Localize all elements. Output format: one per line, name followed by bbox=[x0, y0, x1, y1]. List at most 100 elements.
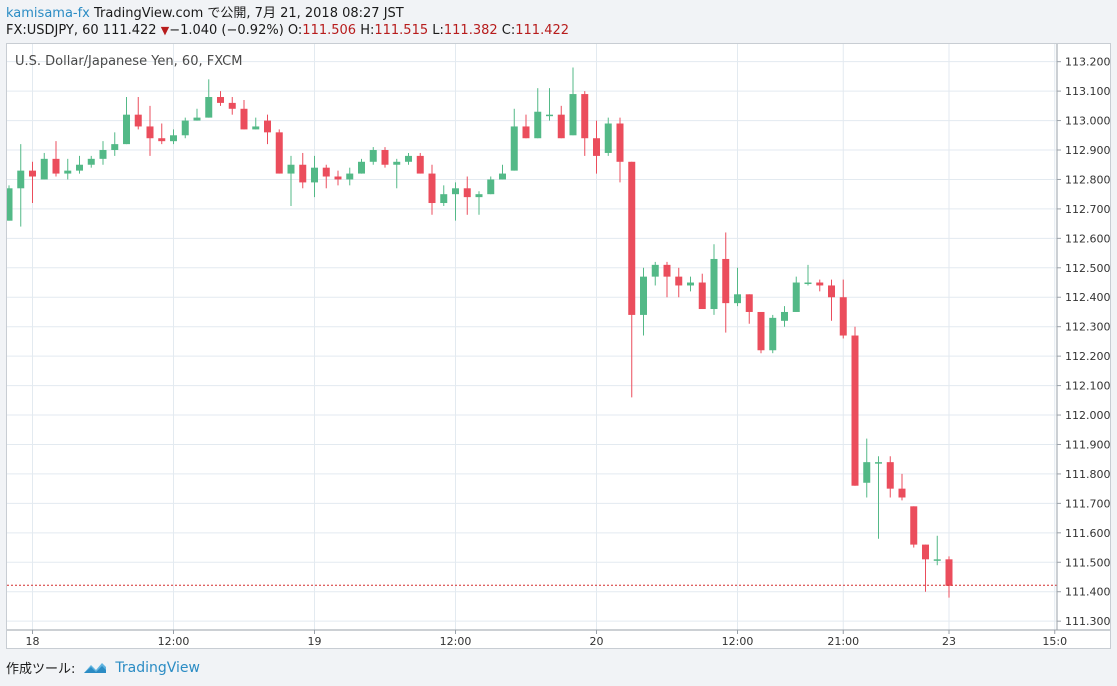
price-tick-label: 112.000 bbox=[1065, 409, 1110, 422]
candle bbox=[792, 276, 800, 312]
price-tick-label: 111.500 bbox=[1065, 556, 1110, 569]
candle bbox=[851, 326, 859, 486]
candle bbox=[428, 164, 436, 215]
candle-body bbox=[123, 114, 130, 145]
candle bbox=[875, 456, 882, 539]
footer: 作成ツール: TradingView bbox=[6, 658, 200, 678]
candle bbox=[593, 120, 600, 174]
candle bbox=[158, 123, 166, 145]
candle bbox=[264, 114, 271, 145]
candle bbox=[7, 185, 13, 221]
candle bbox=[228, 97, 236, 115]
candle-body bbox=[722, 258, 730, 304]
candle-body bbox=[546, 114, 553, 117]
candle bbox=[322, 164, 330, 189]
candle bbox=[334, 170, 342, 186]
candle-body bbox=[604, 123, 612, 153]
candle-body bbox=[734, 294, 741, 304]
price-tick-label: 111.600 bbox=[1065, 527, 1110, 540]
publish-line: kamisama-fx TradingView.com で公開, 7月 21, … bbox=[6, 5, 404, 22]
candle-body bbox=[487, 179, 495, 195]
time-tick-label: 12:00 bbox=[158, 635, 190, 648]
candle bbox=[687, 276, 694, 292]
candle-body bbox=[7, 188, 13, 221]
candlestick-chart[interactable]: 113.200 113.100 113.000 112.900 112.800 112.7… bbox=[7, 44, 1110, 648]
candle-body bbox=[910, 506, 918, 545]
candle-body bbox=[640, 276, 647, 315]
price-change: −1.040 (−0.92%) bbox=[169, 23, 284, 38]
chart-panel[interactable]: 113.200 113.100 113.000 112.900 112.800 112.7… bbox=[6, 43, 1111, 649]
candle bbox=[463, 176, 471, 215]
candle bbox=[369, 147, 377, 165]
candle-body bbox=[557, 114, 565, 139]
price-axis[interactable] bbox=[1057, 44, 1110, 648]
candle-body bbox=[346, 173, 354, 180]
price-tick-label: 112.900 bbox=[1065, 144, 1110, 157]
candle-body bbox=[52, 158, 60, 174]
candle bbox=[193, 108, 201, 121]
candle bbox=[416, 152, 424, 174]
candle bbox=[828, 279, 835, 321]
candle-body bbox=[322, 167, 330, 177]
time-tick-label: 23 bbox=[942, 635, 956, 648]
candle-body bbox=[393, 161, 401, 165]
tradingview-brand[interactable]: TradingView bbox=[115, 659, 200, 676]
symbol-line: FX:USDJPY, 60 111.422 ▼−1.040 (−0.92%) O… bbox=[6, 22, 569, 39]
time-axis-labels: 18 12:00 19 12:00 20 12:00 21:00 23 15:0 bbox=[7, 629, 1110, 648]
candle bbox=[40, 152, 48, 180]
price-tick-label: 111.900 bbox=[1065, 438, 1110, 451]
candle-body bbox=[311, 167, 318, 183]
candle bbox=[76, 155, 83, 174]
author-link[interactable]: kamisama-fx bbox=[6, 6, 90, 21]
candle-body bbox=[922, 544, 929, 560]
candle bbox=[240, 99, 248, 130]
candle bbox=[440, 185, 448, 206]
candle bbox=[734, 267, 741, 307]
candle bbox=[299, 152, 307, 189]
candle-body bbox=[264, 120, 271, 133]
candle-body bbox=[863, 462, 871, 483]
candle-body bbox=[170, 135, 177, 142]
candle bbox=[111, 132, 119, 156]
candle bbox=[170, 129, 177, 145]
candle-body bbox=[358, 161, 365, 174]
candle-body bbox=[593, 138, 600, 156]
candle-body bbox=[816, 282, 824, 286]
made-with-label: 作成ツール: bbox=[6, 662, 76, 677]
tradingview-logo-icon[interactable] bbox=[83, 661, 107, 675]
candle bbox=[675, 267, 683, 298]
price-tick-label: 112.300 bbox=[1065, 321, 1110, 334]
candle bbox=[616, 117, 624, 183]
candle bbox=[640, 267, 647, 336]
low-label: L: bbox=[432, 23, 444, 38]
candle bbox=[628, 161, 636, 398]
price-tick-label: 111.300 bbox=[1065, 615, 1110, 628]
candle-body bbox=[416, 155, 424, 174]
price-tick-label: 111.400 bbox=[1065, 586, 1110, 599]
time-tick-label: 15:0 bbox=[1042, 635, 1067, 648]
symbol-info: FX:USDJPY, 60 111.422 bbox=[6, 23, 157, 38]
candle bbox=[886, 456, 894, 498]
candle bbox=[745, 294, 753, 324]
candle-body bbox=[99, 150, 107, 159]
candles bbox=[7, 67, 953, 598]
candle-body bbox=[275, 132, 283, 174]
candle-body bbox=[675, 276, 683, 286]
candle bbox=[816, 279, 824, 292]
candle bbox=[922, 544, 929, 592]
candle bbox=[217, 91, 224, 106]
candle-body bbox=[381, 150, 389, 165]
candle-body bbox=[287, 164, 295, 174]
candle-body bbox=[616, 123, 624, 162]
site-name[interactable]: TradingView.com bbox=[94, 6, 204, 21]
candle-body bbox=[898, 488, 906, 498]
candle-body bbox=[405, 155, 412, 162]
candle bbox=[698, 273, 706, 310]
time-axis[interactable] bbox=[7, 630, 1110, 648]
candle-body bbox=[475, 194, 483, 198]
candle-body bbox=[146, 126, 154, 139]
time-tick-label: 21:00 bbox=[827, 635, 859, 648]
candle bbox=[522, 114, 530, 139]
candle-body bbox=[710, 258, 718, 310]
time-tick-label: 12:00 bbox=[440, 635, 472, 648]
